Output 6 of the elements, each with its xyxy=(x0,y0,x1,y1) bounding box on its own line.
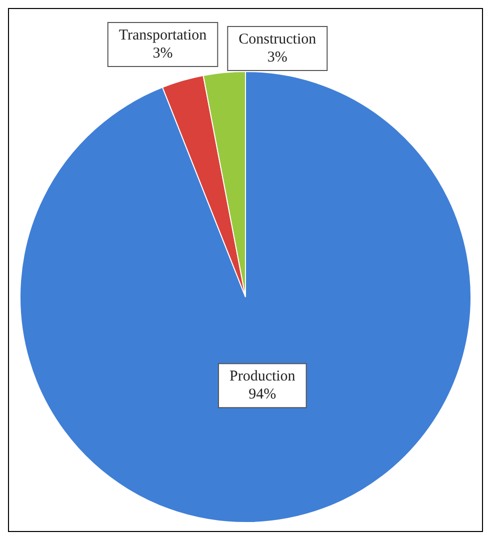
slice-label: Transportation xyxy=(118,27,208,44)
data-label: 3% xyxy=(152,45,173,62)
slice-label: Construction xyxy=(238,31,317,48)
data-label: 94% xyxy=(248,386,276,403)
data-label: 3% xyxy=(267,49,288,66)
slice-label: Production xyxy=(229,368,296,385)
